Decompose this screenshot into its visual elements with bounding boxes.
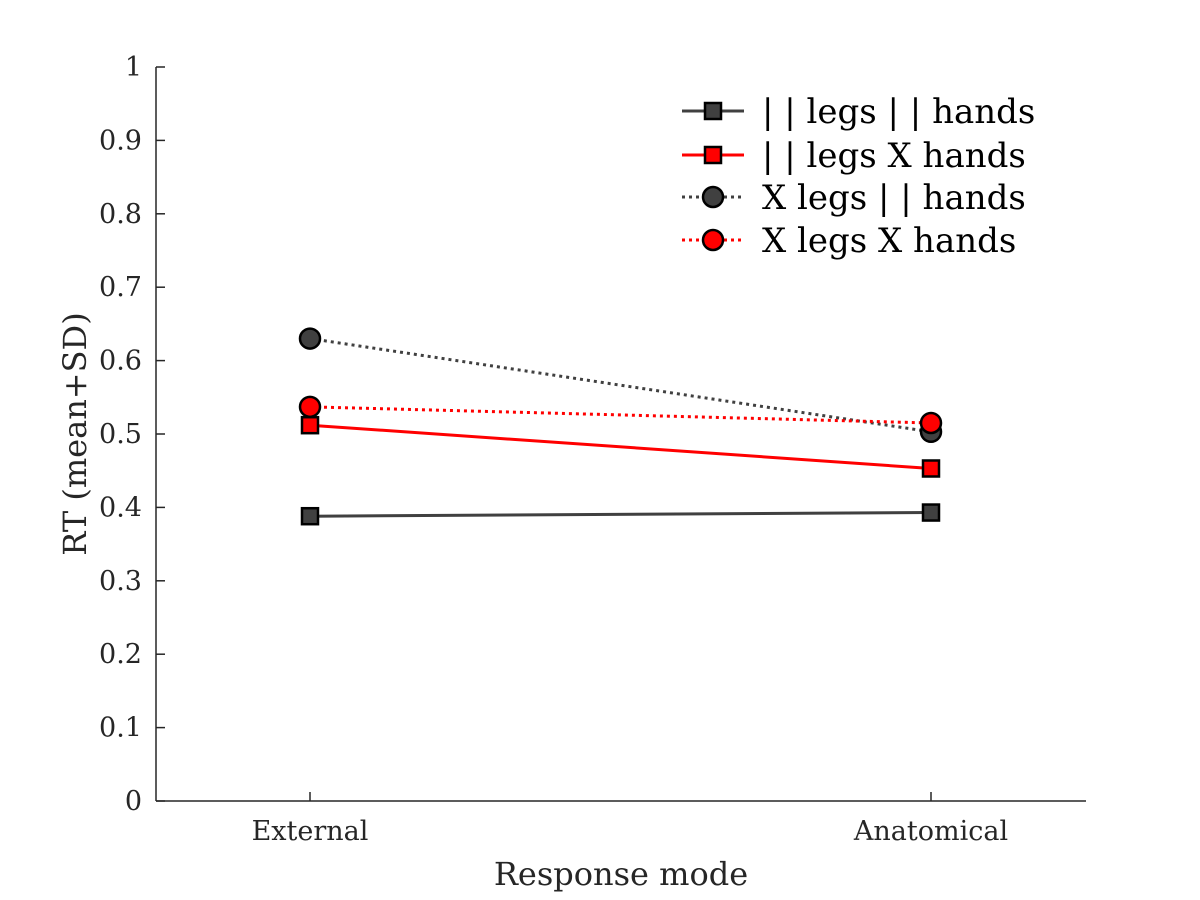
y-tick-label: 0.9 (99, 125, 142, 156)
data-point-circle (919, 411, 943, 435)
y-tick-label: 0.8 (99, 199, 142, 230)
legend-item: | | legs X hands (682, 136, 1026, 176)
series-1 (300, 503, 941, 526)
data-point-square (300, 506, 320, 526)
x-ticks: External Anatomical (252, 792, 1008, 847)
y-tick-label: 0 (125, 786, 142, 817)
data-point-square (921, 459, 941, 478)
data-point-circle (298, 395, 322, 419)
data-point-square (921, 503, 941, 522)
y-tick-label: 0.4 (99, 492, 142, 523)
legend-label: | | legs | | hands (762, 92, 1035, 132)
series-3 (298, 327, 943, 444)
legend-marker-circle (701, 228, 725, 252)
y-tick-label: 0.5 (99, 419, 142, 450)
series-line (309, 337, 932, 434)
y-tick-label: 0.7 (99, 272, 142, 303)
legend-item: | | legs | | hands (682, 92, 1035, 132)
series-line (309, 405, 932, 425)
y-tick-label: 0.6 (99, 346, 142, 377)
x-tick-label: Anatomical (853, 816, 1008, 847)
series-line (309, 423, 932, 470)
legend-marker-square (703, 101, 723, 121)
y-tick-label: 0.1 (99, 713, 142, 744)
legend-marker-circle (701, 185, 725, 209)
legend-item: X legs X hands (682, 221, 1016, 261)
series-line (309, 511, 932, 518)
legend-marker-square (703, 145, 723, 165)
series-4 (298, 395, 943, 435)
legend-label: | | legs X hands (762, 136, 1026, 176)
legend-label: X legs | | hands (762, 178, 1026, 218)
legend-item: X legs | | hands (682, 178, 1026, 218)
y-ticks: 0 0.1 0.2 0.3 0.4 0.5 0.6 0.7 0.8 0.9 1 (99, 52, 165, 817)
y-tick-label: 1 (125, 52, 142, 83)
y-tick-label: 0.3 (99, 566, 142, 597)
y-axis-title: RT (mean+SD) (56, 312, 94, 555)
legend-label: X legs X hands (762, 221, 1016, 261)
y-tick-label: 0.2 (99, 639, 142, 670)
x-tick-label: External (252, 816, 369, 847)
data-point-square (300, 415, 320, 435)
series-2 (300, 415, 941, 478)
data-point-circle (298, 327, 322, 350)
x-axis-title: Response mode (494, 855, 748, 893)
series-layer (298, 327, 943, 526)
